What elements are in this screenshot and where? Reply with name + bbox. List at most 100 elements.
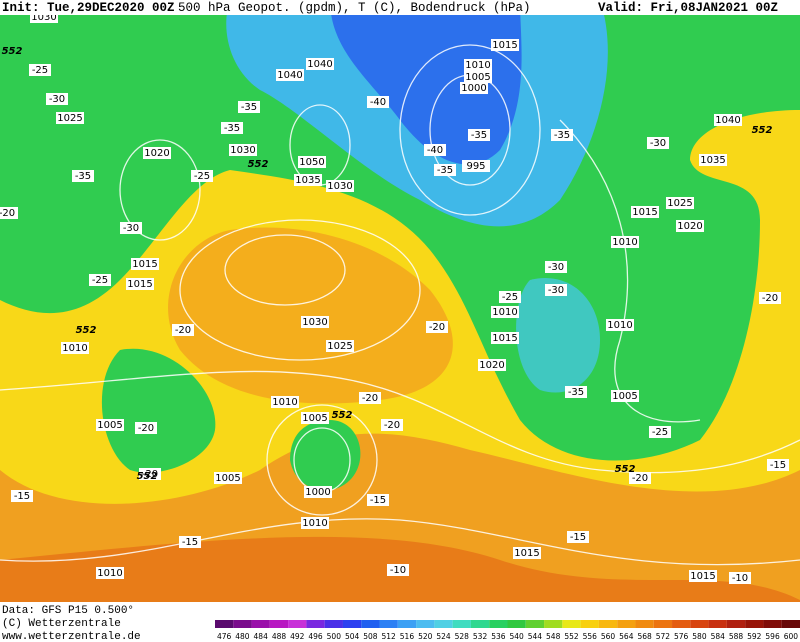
isobar-label: 1010: [465, 60, 490, 71]
isobar-label-box: [271, 396, 299, 408]
isobar-label-box: [464, 71, 492, 83]
colorbar-tick-label: 592: [747, 632, 762, 641]
temperature-label-box: [120, 222, 142, 234]
colorbar-swatch: [726, 620, 746, 628]
isobar-label: 1005: [302, 413, 327, 424]
temperature-label: -15: [14, 491, 30, 502]
temperature-label-box: [29, 64, 51, 76]
isobar-label-box: [676, 220, 704, 232]
temperature-label-box: [759, 292, 781, 304]
isobar-label: 1025: [327, 341, 352, 352]
isobar-label-box: [491, 332, 519, 344]
isobar-label-box: [301, 517, 329, 529]
isobar-label: 1005: [215, 473, 240, 484]
height-label: 552: [248, 159, 269, 170]
temperature-label: -30: [548, 285, 564, 296]
isobar-label: 1030: [230, 145, 255, 156]
colorbar-tick-label: 480: [235, 632, 250, 641]
isobar-label: 1030: [31, 12, 56, 23]
isobar-label: 1010: [492, 307, 517, 318]
temperature-label: -25: [502, 292, 518, 303]
isobar-label: 1035: [700, 155, 725, 166]
isobar-label-box: [229, 144, 257, 156]
isobar-label-box: [513, 547, 541, 559]
temperature-label: -20: [175, 325, 191, 336]
valid-time: Valid: Fri,08JAN2021 00Z: [598, 1, 778, 15]
temperature-label: -40: [427, 145, 443, 156]
colorbar-tick-label: 516: [400, 632, 415, 641]
colorbar-swatch: [324, 620, 343, 628]
isobar-label-box: [326, 180, 354, 192]
temperature-label: -20: [384, 420, 400, 431]
temperature-label: -35: [241, 102, 257, 113]
map-field: [0, 0, 800, 602]
isobar-label-box: [304, 486, 332, 498]
temperature-label: -10: [732, 573, 748, 584]
isobar-label: 1010: [97, 568, 122, 579]
colorbar-tick-label: 572: [656, 632, 671, 641]
colorbar-tick-label: 564: [619, 632, 634, 641]
isobar-label: 1010: [302, 518, 327, 529]
isobar-label: 1005: [465, 72, 490, 83]
isobar-label-box: [478, 359, 506, 371]
isobar-label-box: [611, 390, 639, 402]
isobar-label-box: [464, 59, 492, 71]
field-core: [330, 0, 522, 165]
isobar-label: 1005: [612, 391, 637, 402]
temperature-label: -35: [437, 165, 453, 176]
isobar-label-box: [56, 112, 84, 124]
temperature-label: -30: [49, 94, 65, 105]
colorbar-swatch: [708, 620, 727, 628]
temperature-label: -20: [138, 423, 154, 434]
isobar-label: 1015: [492, 40, 517, 51]
isobar-label-box: [699, 154, 727, 166]
isobar-label: 1010: [62, 343, 87, 354]
colorbar-swatch: [562, 620, 581, 628]
isobar-label: 1015: [127, 279, 152, 290]
colorbar-swatch: [544, 620, 563, 628]
isobar-label-box: [131, 258, 159, 270]
colorbar-tick-label: 576: [674, 632, 689, 641]
temperature-label: -25: [652, 427, 668, 438]
colorbar-tick-label: 484: [254, 632, 269, 641]
colorbar-swatch: [342, 620, 362, 628]
colorbar-tick-label: 500: [327, 632, 342, 641]
colorbar-tick-label: 532: [473, 632, 488, 641]
colorbar-swatch: [781, 620, 800, 628]
field-green-atlantic: [101, 348, 216, 473]
colorbar-swatch: [397, 620, 417, 628]
isobar-label-box: [460, 82, 488, 94]
temperature-label-box: [89, 274, 111, 286]
isobar-label: 1025: [667, 198, 692, 209]
temperature-label: -25: [194, 171, 210, 182]
init-time: Init: Tue,29DEC2020 00Z: [2, 1, 175, 15]
temperature-label: -20: [429, 322, 445, 333]
temperature-label: -30: [548, 262, 564, 273]
isobar-label-box: [491, 39, 519, 51]
temperature-label: -15: [182, 537, 198, 548]
temperature-label-box: [0, 207, 18, 219]
website: www.wetterzentrale.de: [2, 631, 141, 642]
temperature-label-box: [551, 129, 573, 141]
temperature-label-box: [191, 170, 213, 182]
isobar-label-box: [126, 278, 154, 290]
colorbar-swatch: [653, 620, 673, 628]
isobar-label: 1030: [302, 317, 327, 328]
height-label: 552: [76, 325, 97, 336]
isobar-label-box: [462, 160, 490, 172]
temperature-label-box: [567, 531, 589, 543]
colorbar-tick-label: 540: [509, 632, 524, 641]
temperature-label-box: [11, 490, 33, 502]
isobar-label: 1010: [607, 320, 632, 331]
temperature-label: -35: [75, 171, 91, 182]
colorbar-tick-label: 600: [784, 632, 799, 641]
temperature-label-box: [426, 321, 448, 333]
temperature-label-box: [434, 164, 456, 176]
header-bar: [0, 0, 800, 15]
temperature-label-box: [135, 422, 157, 434]
colorbar-swatch: [288, 620, 307, 628]
isobar-label: 1025: [57, 113, 82, 124]
isobar-label: 1030: [327, 181, 352, 192]
colorbar-tick-label: 512: [382, 632, 397, 641]
